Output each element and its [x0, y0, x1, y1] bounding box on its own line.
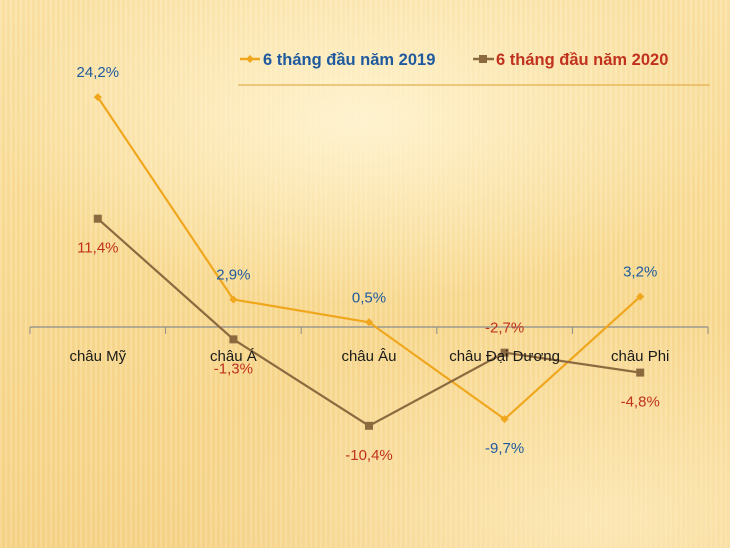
data-point-6-thang-dau-nam-2020-chau-phi	[636, 368, 645, 377]
x-tick-label-chau-phi: châu Phi	[611, 348, 669, 365]
x-tick-label-chau-a: châu Á	[210, 348, 257, 365]
x-tick-label-chau-dai-duong: châu Đại Dương	[449, 348, 560, 365]
data-label-6-thang-dau-nam-2019-chau-a: 2,9%	[216, 266, 250, 283]
data-label-6-thang-dau-nam-2019-chau-phi: 3,2%	[623, 264, 657, 281]
data-label-6-thang-dau-nam-2020-chau-phi: -4,8%	[621, 394, 660, 411]
legend-swatch-marker-2019	[246, 55, 254, 63]
data-labels: 24,2% 11,4% 2,9% -1,3% 0,5% -10,4% -9,7% -2,7% 3…	[77, 64, 660, 464]
data-point-6-thang-dau-nam-2020-chau-au	[365, 421, 373, 430]
data-label-6-thang-dau-nam-2019-chau-dai-duong: -9,7%	[485, 440, 524, 457]
data-label-6-thang-dau-nam-2020-chau-dai-duong: -2,7%	[485, 320, 524, 337]
data-point-6-thang-dau-nam-2019-chau-my	[93, 93, 102, 102]
series-line-6-thang-dau-nam-2019	[96, 96, 641, 421]
x-axis-tick-labels: châu Mỹ châu Á châu Âu châu Đại Dương châu P…	[69, 348, 669, 365]
data-point-6-thang-dau-nam-2020-chau-dai-duong	[500, 348, 509, 357]
legend-label-2020: 6 tháng đầu năm 2020	[496, 51, 668, 69]
data-point-6-thang-dau-nam-2020-chau-a	[229, 335, 238, 344]
series-group	[93, 93, 645, 430]
data-label-6-thang-dau-nam-2020-chau-a: -1,3%	[214, 360, 253, 377]
data-point-6-thang-dau-nam-2020-chau-my	[93, 214, 102, 223]
data-point-6-thang-dau-nam-2019-chau-a	[229, 295, 238, 304]
x-tick-label-chau-au: châu Âu	[341, 348, 396, 365]
legend: 6 tháng đầu năm 2019 6 tháng đầu năm 202…	[240, 51, 668, 69]
x-tick-label-chau-my: châu Mỹ	[69, 348, 126, 365]
data-label-6-thang-dau-nam-2020-chau-au: -10,4%	[345, 447, 393, 464]
data-point-6-thang-dau-nam-2019-chau-phi	[636, 292, 645, 301]
data-point-6-thang-dau-nam-2019-chau-au	[365, 318, 373, 327]
x-axis-ticks	[29, 327, 709, 334]
legend-label-2019: 6 tháng đầu năm 2019	[263, 51, 435, 69]
data-label-6-thang-dau-nam-2020-chau-my: 11,4%	[77, 240, 118, 257]
data-point-6-thang-dau-nam-2019-chau-dai-duong	[500, 415, 509, 424]
data-label-6-thang-dau-nam-2019-chau-au: 0,5%	[352, 289, 386, 306]
data-label-6-thang-dau-nam-2019-chau-my: 24,2%	[77, 64, 120, 81]
legend-swatch-marker-2020	[479, 55, 487, 63]
